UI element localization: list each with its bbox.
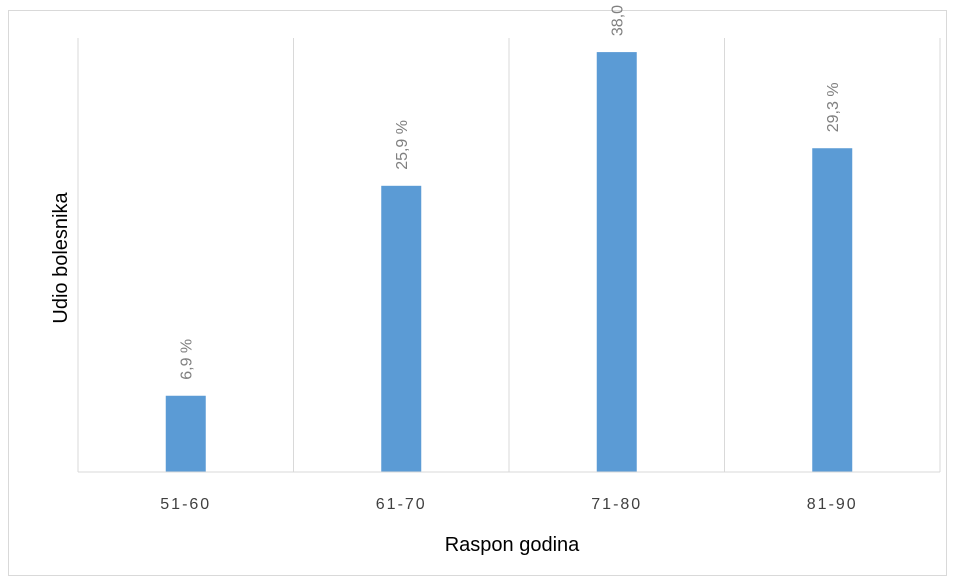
y-axis-title: Udio bolesnika xyxy=(50,192,72,324)
x-tick-labels: 51-60 61-70 71-80 81-90 xyxy=(160,496,858,513)
bar-61-70 xyxy=(381,185,422,472)
chart-frame xyxy=(8,10,947,576)
data-label-61-70: 25,9 % xyxy=(394,120,411,170)
bars xyxy=(165,52,853,473)
x-tick-label-61-70: 61-70 xyxy=(376,496,427,513)
x-tick-label-81-90: 81-90 xyxy=(807,496,858,513)
x-tick-label-51-60: 51-60 xyxy=(160,496,211,513)
data-labels: 6,9 % 25,9 % 38,0 % 29,3 % xyxy=(179,0,843,380)
x-tick-label-71-80: 71-80 xyxy=(591,496,642,513)
data-label-71-80: 38,0 % xyxy=(610,0,627,36)
bar-81-90 xyxy=(812,148,853,473)
x-axis-title: Raspon godina xyxy=(445,534,580,556)
bar-71-80 xyxy=(596,52,637,472)
data-label-51-60: 6,9 % xyxy=(179,339,196,380)
gridlines xyxy=(77,38,941,472)
bar-51-60 xyxy=(165,395,206,472)
data-label-81-90: 29,3 % xyxy=(825,82,842,132)
